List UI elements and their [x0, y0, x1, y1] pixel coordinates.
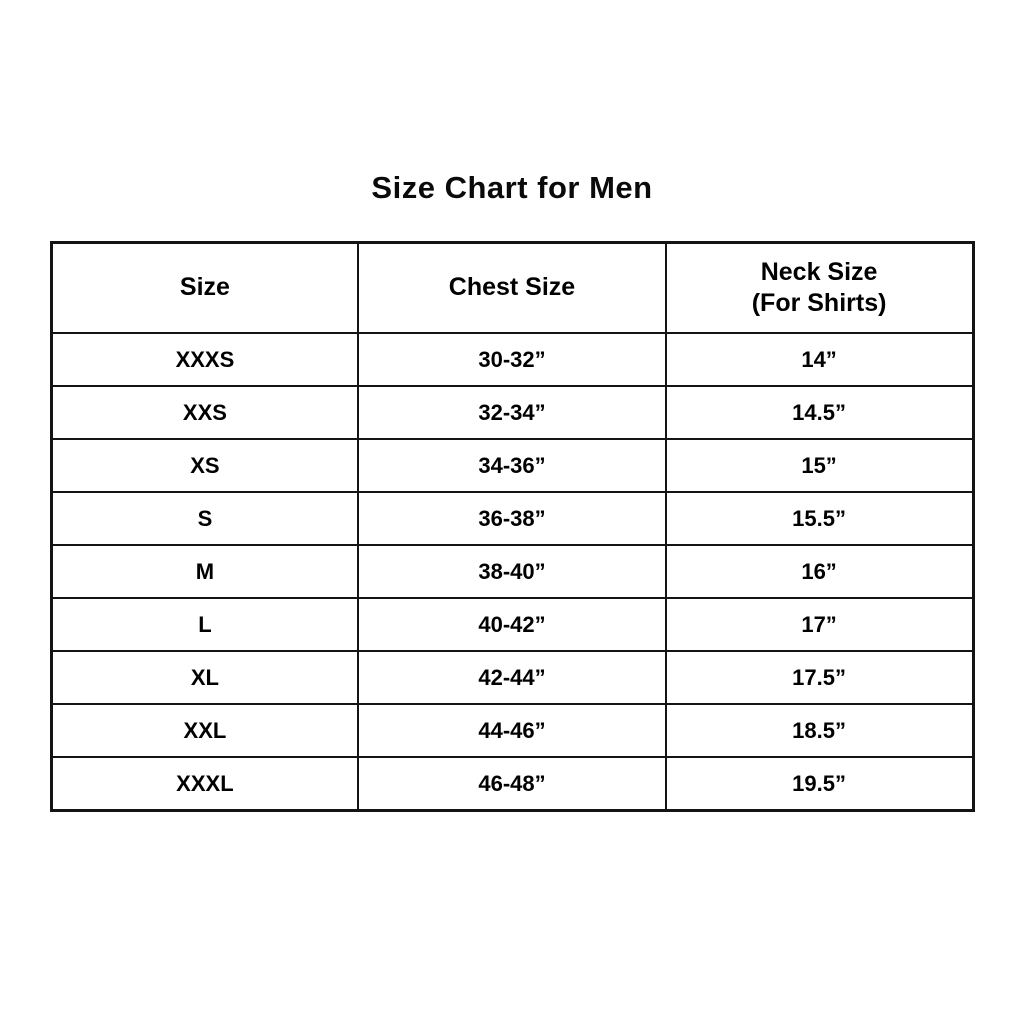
table-row: S 36-38” 15.5”	[49, 491, 975, 546]
page-title: Size Chart for Men	[371, 170, 653, 205]
cell-size: XXXS	[49, 332, 360, 387]
cell-chest: 32-34”	[357, 385, 667, 440]
table-row: M 38-40” 16”	[49, 544, 975, 599]
cell-neck: 19.5”	[664, 756, 975, 812]
cell-size: XXXL	[49, 756, 360, 812]
table-row: L 40-42” 17”	[49, 597, 975, 652]
cell-neck: 16”	[664, 544, 975, 599]
cell-neck: 14”	[664, 332, 975, 387]
cell-chest: 36-38”	[357, 491, 667, 546]
cell-size: XXL	[49, 703, 360, 758]
cell-neck: 15.5”	[664, 491, 975, 546]
cell-chest: 44-46”	[357, 703, 667, 758]
header-neck-size-line1: Neck Size	[760, 257, 878, 286]
cell-size: XS	[49, 438, 360, 493]
table-row: XL 42-44” 17.5”	[49, 650, 975, 705]
table-body: XXXS 30-32” 14” XXS 32-34” 14.5” XS 34-3…	[49, 332, 975, 812]
table-row: XXL 44-46” 18.5”	[49, 703, 975, 758]
header-neck-size-line2: (For Shirts)	[751, 289, 887, 317]
cell-neck: 17”	[664, 597, 975, 652]
table-row: XXXS 30-32” 14”	[49, 332, 975, 387]
cell-chest: 34-36”	[357, 438, 667, 493]
table-row: XXS 32-34” 14.5”	[49, 385, 975, 440]
cell-size: L	[49, 597, 360, 652]
cell-chest: 38-40”	[357, 544, 667, 599]
table-row: XS 34-36” 15”	[49, 438, 975, 493]
cell-neck: 17.5”	[664, 650, 975, 705]
cell-neck: 18.5”	[664, 703, 975, 758]
size-chart-table: Size Chest Size Neck Size (For Shirts) X…	[49, 241, 975, 812]
cell-neck: 15”	[664, 438, 975, 493]
cell-size: S	[49, 491, 360, 546]
header-chest-size: Chest Size	[357, 241, 667, 334]
cell-size: XL	[49, 650, 360, 705]
cell-size: XXS	[49, 385, 360, 440]
table-header: Size Chest Size Neck Size (For Shirts)	[49, 241, 975, 334]
table-row: XXXL 46-48” 19.5”	[49, 756, 975, 812]
cell-chest: 42-44”	[357, 650, 667, 705]
cell-neck: 14.5”	[664, 385, 975, 440]
cell-size: M	[49, 544, 360, 599]
cell-chest: 40-42”	[357, 597, 667, 652]
header-row: Size Chest Size Neck Size (For Shirts)	[49, 241, 975, 334]
header-size: Size	[49, 241, 360, 334]
header-neck-size: Neck Size (For Shirts)	[664, 241, 975, 334]
cell-chest: 46-48”	[357, 756, 667, 812]
cell-chest: 30-32”	[357, 332, 667, 387]
